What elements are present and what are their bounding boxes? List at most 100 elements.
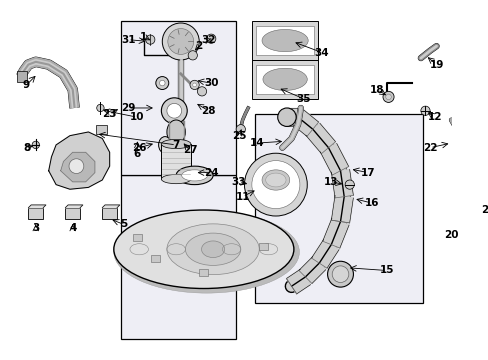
Text: 14: 14 (249, 138, 264, 148)
Circle shape (97, 104, 104, 112)
Bar (199, 269, 208, 276)
Bar (254, 113, 422, 303)
Polygon shape (305, 123, 335, 154)
Circle shape (69, 159, 83, 174)
Circle shape (145, 35, 155, 44)
Ellipse shape (114, 210, 293, 288)
Bar (102, 208, 117, 219)
Text: 25: 25 (231, 131, 245, 141)
Ellipse shape (166, 224, 259, 275)
Text: 13: 13 (324, 177, 338, 187)
Text: 2: 2 (195, 41, 203, 51)
Bar (132, 234, 142, 241)
Circle shape (167, 28, 193, 54)
Text: 35: 35 (296, 94, 310, 104)
Text: 31: 31 (121, 35, 135, 45)
Polygon shape (65, 205, 82, 208)
Text: 17: 17 (360, 168, 375, 177)
Circle shape (188, 51, 197, 60)
Polygon shape (320, 143, 348, 175)
Bar (28, 208, 43, 219)
Circle shape (32, 141, 40, 149)
Circle shape (197, 87, 206, 96)
Polygon shape (298, 257, 325, 283)
Circle shape (244, 153, 306, 216)
Circle shape (277, 108, 296, 126)
Text: 20: 20 (443, 230, 458, 240)
Text: 7: 7 (172, 140, 180, 150)
Circle shape (466, 199, 479, 212)
Text: 32: 32 (201, 35, 215, 45)
Polygon shape (286, 269, 310, 294)
Circle shape (162, 23, 199, 60)
Text: 1: 1 (140, 32, 147, 42)
Polygon shape (286, 108, 297, 126)
Circle shape (382, 91, 393, 103)
Ellipse shape (201, 241, 224, 257)
Bar (96, 125, 107, 134)
Ellipse shape (262, 170, 289, 190)
Text: 28: 28 (201, 106, 215, 116)
Polygon shape (331, 170, 353, 198)
Circle shape (192, 83, 196, 87)
Circle shape (236, 125, 245, 134)
Circle shape (345, 180, 354, 189)
Polygon shape (311, 240, 338, 268)
Polygon shape (28, 205, 46, 208)
Bar (121, 175, 236, 339)
Circle shape (420, 106, 429, 115)
Text: 34: 34 (314, 48, 329, 58)
Text: 23: 23 (102, 108, 117, 118)
Text: 15: 15 (379, 265, 393, 275)
Polygon shape (322, 218, 348, 248)
Circle shape (159, 80, 165, 86)
Text: 9: 9 (23, 80, 30, 90)
Ellipse shape (185, 233, 240, 265)
Text: 18: 18 (369, 85, 384, 95)
Text: 27: 27 (183, 145, 197, 156)
Bar (161, 144, 190, 179)
Bar (256, 64, 313, 94)
Ellipse shape (114, 211, 299, 293)
Circle shape (156, 77, 168, 90)
Text: 19: 19 (428, 59, 443, 69)
Bar (65, 208, 80, 219)
Text: 3: 3 (32, 223, 40, 233)
Text: 4: 4 (69, 223, 76, 233)
Bar (251, 21, 318, 60)
Ellipse shape (182, 170, 207, 181)
Circle shape (190, 80, 199, 90)
Bar (251, 60, 318, 99)
Ellipse shape (161, 139, 190, 149)
Text: 21: 21 (480, 204, 488, 215)
Text: 29: 29 (121, 103, 135, 113)
Circle shape (385, 94, 390, 100)
Bar (151, 255, 160, 262)
Polygon shape (102, 205, 120, 208)
Polygon shape (49, 132, 109, 189)
Ellipse shape (265, 173, 285, 187)
Ellipse shape (262, 30, 307, 51)
Text: 22: 22 (422, 143, 436, 153)
Text: 10: 10 (130, 112, 144, 122)
Circle shape (251, 161, 299, 209)
Circle shape (327, 261, 353, 287)
Ellipse shape (176, 166, 213, 185)
Bar (259, 243, 268, 250)
Text: 6: 6 (133, 149, 141, 159)
Text: 16: 16 (364, 198, 378, 208)
Text: 24: 24 (203, 168, 218, 177)
Ellipse shape (166, 120, 185, 144)
Polygon shape (331, 195, 353, 223)
Bar (256, 26, 313, 55)
Text: 12: 12 (427, 112, 441, 122)
Circle shape (331, 266, 348, 283)
Circle shape (161, 98, 187, 124)
Text: 33: 33 (231, 177, 245, 187)
Text: 11: 11 (235, 192, 249, 202)
Polygon shape (292, 110, 318, 136)
Ellipse shape (161, 175, 190, 184)
Bar (121, 21, 236, 175)
Text: 8: 8 (23, 143, 30, 153)
Text: 30: 30 (203, 78, 218, 88)
